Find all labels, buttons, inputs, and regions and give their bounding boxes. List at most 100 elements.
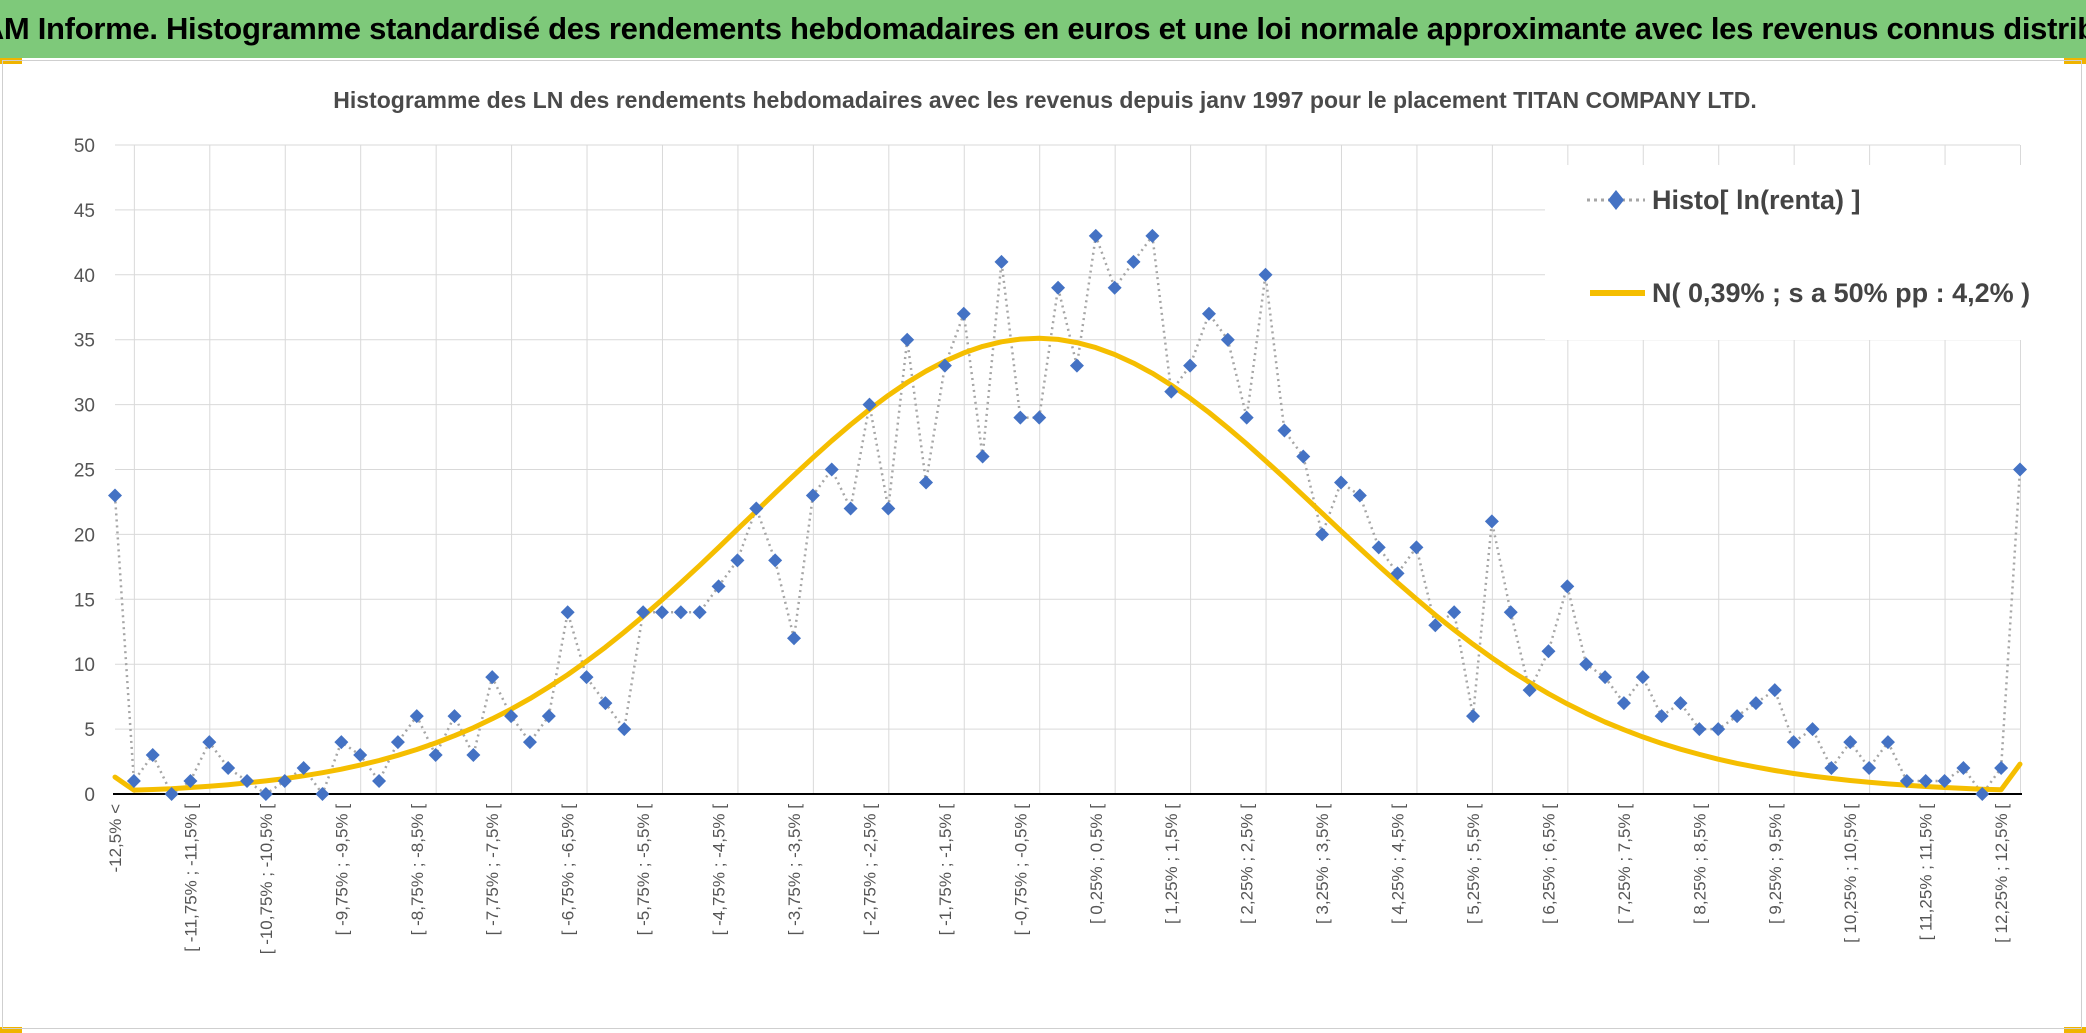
histo-point — [1899, 774, 1914, 789]
histo-point — [1428, 618, 1443, 633]
histo-point — [126, 774, 141, 789]
histo-point — [598, 696, 613, 711]
x-tick-label: [ 9,25% ; 9,5% [ — [1766, 804, 1785, 924]
y-tick-label: 25 — [74, 461, 95, 482]
histo-point — [145, 748, 160, 763]
histo-point — [1994, 761, 2009, 776]
corner-accent-bottom-left — [0, 1027, 22, 1033]
x-tick-label: [ 3,25% ; 3,5% [ — [1313, 804, 1332, 924]
histo-point — [824, 462, 839, 477]
histo-point — [334, 735, 349, 750]
histo-point — [315, 787, 330, 801]
histo-point — [1201, 306, 1216, 321]
histo-point — [1560, 579, 1575, 594]
histo-point — [1692, 722, 1707, 737]
histo-point — [1598, 670, 1613, 685]
histo-point — [466, 748, 481, 763]
histo-point — [1183, 358, 1198, 373]
histo-point — [1088, 228, 1103, 243]
legend-histo-label: Histo[ ln(renta) ] — [1652, 185, 1861, 215]
x-tick-label: [ 5,25% ; 5,5% [ — [1464, 804, 1483, 924]
histo-point — [258, 787, 273, 801]
histo-point — [1824, 761, 1839, 776]
histo-point — [1315, 527, 1330, 542]
y-tick-label: 30 — [74, 396, 95, 417]
histo-point — [202, 735, 217, 750]
histo-point — [296, 761, 311, 776]
histo-point — [183, 774, 198, 789]
histo-point — [1371, 540, 1386, 555]
y-tick-label: 15 — [74, 590, 95, 611]
x-tick-label: [ -8,75% ; -8,5% [ — [408, 804, 427, 936]
x-tick-label: [ -1,75% ; -1,5% [ — [936, 804, 955, 936]
histo-point — [1673, 696, 1688, 711]
histo-point — [1730, 709, 1745, 724]
x-tick-label: [ -5,75% ; -5,5% [ — [634, 804, 653, 936]
histo-point — [1258, 267, 1273, 282]
histo-point — [1748, 696, 1763, 711]
histo-point — [1786, 735, 1801, 750]
histo-point — [1956, 761, 1971, 776]
chart-title: Histogramme des LN des rendements hebdom… — [333, 87, 1756, 113]
normal-curve-line — [112, 335, 2023, 793]
histo-point — [1635, 670, 1650, 685]
histo-point — [221, 761, 236, 776]
report-title: ADAM Informe. Histogramme standardisé de… — [0, 11, 2086, 46]
report-banner: ADAM Informe. Histogramme standardisé de… — [0, 0, 2086, 58]
histo-point — [522, 735, 537, 750]
x-tick-label: [ 10,25% ; 10,5% [ — [1841, 804, 1860, 943]
histo-point — [711, 579, 726, 594]
x-tick-label: [ -11,75% ; -11,5% [ — [181, 804, 200, 952]
x-tick-label: [ 8,25% ; 8,5% [ — [1690, 804, 1709, 924]
histo-point — [749, 501, 764, 516]
histo-point — [1333, 475, 1348, 490]
corner-accent-right — [2064, 58, 2086, 64]
histo-point — [1654, 709, 1669, 724]
x-axis-ticks: -12,5% < [ -11,75% ; -11,5% [[ -10,75% ; … — [106, 804, 2011, 955]
y-tick-label: 10 — [74, 655, 95, 676]
legend-normal-label: N( 0,39% ; s a 50% pp : 4,2% ) — [1652, 278, 2030, 308]
y-tick-label: 40 — [74, 266, 95, 287]
x-tick-label: [ -2,75% ; -2,5% [ — [860, 804, 879, 936]
histo-point — [975, 449, 990, 464]
x-tick-label: -12,5% < — [106, 804, 125, 873]
histo-point — [428, 748, 443, 763]
series-layer — [108, 228, 2027, 801]
histo-point — [1296, 449, 1311, 464]
histo-point — [730, 553, 745, 568]
x-tick-label: [ 11,25% ; 11,5% [ — [1917, 804, 1936, 941]
histo-point — [1145, 228, 1160, 243]
histo-point — [692, 605, 707, 620]
histo-point — [805, 488, 820, 503]
histo-point — [1164, 384, 1179, 399]
histo-point — [1767, 683, 1782, 698]
histo-point — [1541, 644, 1556, 659]
corner-accent-left — [0, 58, 22, 64]
histo-point — [1032, 410, 1047, 425]
x-tick-label: [ 6,25% ; 6,5% [ — [1539, 804, 1558, 924]
histo-point — [1277, 423, 1292, 438]
histo-point — [1447, 605, 1462, 620]
x-tick-label: [ -9,75% ; -9,5% [ — [332, 804, 351, 936]
histo-point — [1107, 280, 1122, 295]
histo-point — [994, 254, 1009, 269]
histo-point — [1069, 358, 1084, 373]
histo-point — [1390, 566, 1405, 581]
histo-point — [1239, 410, 1254, 425]
x-tick-label: [ -7,75% ; -7,5% [ — [483, 804, 502, 936]
x-tick-label: [ -4,75% ; -4,5% [ — [710, 804, 729, 936]
y-tick-label: 35 — [74, 331, 95, 352]
histo-point — [1051, 280, 1066, 295]
x-tick-label: [ -3,75% ; -3,5% [ — [785, 804, 804, 936]
histo-point — [1579, 657, 1594, 672]
histo-point — [1409, 540, 1424, 555]
histo-point — [108, 488, 122, 503]
y-tick-label: 45 — [74, 201, 95, 222]
y-tick-label: 0 — [84, 785, 95, 806]
histo-point — [843, 501, 858, 516]
x-tick-label: [ -0,75% ; -0,5% [ — [1011, 804, 1030, 936]
histo-point — [862, 397, 877, 412]
y-tick-label: 20 — [74, 525, 95, 546]
histo-point — [617, 722, 632, 737]
